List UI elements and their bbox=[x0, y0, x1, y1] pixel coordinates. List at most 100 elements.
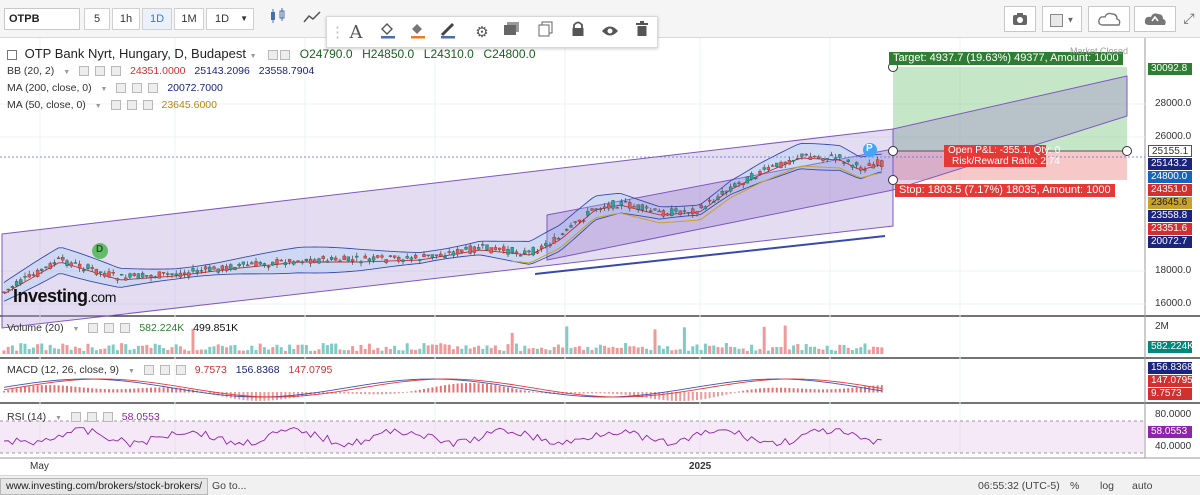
line-chart-icon[interactable] bbox=[298, 8, 326, 30]
visibility-icon[interactable] bbox=[95, 66, 106, 77]
copy-icon[interactable] bbox=[533, 21, 559, 45]
visibility-icon[interactable] bbox=[86, 412, 97, 423]
chevron-down-icon[interactable]: ▼ bbox=[127, 368, 135, 375]
log-toggle[interactable]: log bbox=[1100, 480, 1115, 492]
indicator-legend-bb[interactable]: BB (20, 2) ▼ 24351.0000 25143.2096 23558… bbox=[7, 65, 320, 77]
goto-button[interactable]: Go to... bbox=[212, 480, 247, 492]
auto-toggle[interactable]: auto bbox=[1132, 480, 1153, 492]
layers-icon[interactable] bbox=[499, 21, 525, 45]
chevron-down-icon[interactable]: ▼ bbox=[100, 86, 108, 93]
layout-select[interactable]: ▼ bbox=[1042, 6, 1082, 32]
candle bbox=[472, 246, 477, 253]
cloud-save-icon[interactable] bbox=[1088, 6, 1130, 32]
candle bbox=[124, 277, 128, 281]
rsi-legend[interactable]: RSI (14) ▼ 58.0553 bbox=[7, 411, 166, 423]
candle bbox=[392, 255, 397, 258]
volume-legend[interactable]: Volume (20) ▼ 582.224K 499.851K bbox=[7, 322, 244, 334]
interval-1h-button[interactable]: 1h bbox=[112, 8, 140, 30]
volume-bar bbox=[766, 350, 770, 354]
volume-bar bbox=[212, 346, 216, 354]
indicator-legend-ma50[interactable]: MA (50, close, 0) ▼ 23645.6000 bbox=[7, 99, 223, 111]
volume-bar bbox=[859, 347, 863, 354]
volume-bar bbox=[178, 346, 182, 354]
collapse-icon[interactable] bbox=[7, 49, 17, 60]
macd-histogram-bar bbox=[108, 389, 110, 393]
camera-icon[interactable] bbox=[1004, 6, 1036, 32]
cloud-upload-icon[interactable] bbox=[1134, 6, 1176, 32]
macd-histogram-bar bbox=[444, 385, 446, 393]
candle bbox=[346, 256, 351, 262]
position-handle bbox=[1122, 146, 1132, 156]
settings-icon[interactable] bbox=[116, 83, 127, 94]
chevron-down-icon[interactable]: ▼ bbox=[249, 53, 257, 60]
line-color-icon[interactable] bbox=[405, 21, 431, 45]
settings-icon[interactable] bbox=[79, 66, 90, 77]
percent-toggle[interactable]: % bbox=[1070, 480, 1080, 492]
interval-1m-button[interactable]: 1M bbox=[174, 8, 204, 30]
macd-histogram-bar bbox=[486, 384, 488, 393]
chevron-down-icon[interactable]: ▼ bbox=[94, 103, 102, 110]
candles-icon[interactable] bbox=[264, 8, 292, 30]
close-icon[interactable] bbox=[142, 100, 153, 111]
close-icon[interactable] bbox=[148, 83, 159, 94]
macd-histogram-bar bbox=[200, 391, 203, 393]
macd-histogram-bar bbox=[557, 392, 560, 395]
indicator-label: BB (20, 2) bbox=[7, 65, 55, 77]
fill-bucket-icon[interactable] bbox=[375, 21, 401, 45]
visibility-icon[interactable] bbox=[159, 365, 170, 376]
interval-1d-button[interactable]: 1D bbox=[142, 8, 172, 30]
lock-icon[interactable] bbox=[565, 21, 591, 45]
candle bbox=[573, 221, 577, 223]
close-icon[interactable] bbox=[120, 323, 131, 334]
symbol-input[interactable]: OTPB bbox=[4, 8, 80, 30]
interval-5-button[interactable]: 5 bbox=[84, 8, 110, 30]
candle bbox=[766, 167, 771, 170]
visibility-icon[interactable] bbox=[280, 49, 291, 60]
macd-histogram-bar bbox=[393, 392, 396, 394]
bollinger-upper-line bbox=[3, 142, 882, 283]
macd-histogram-bar bbox=[74, 386, 77, 393]
macd-legend[interactable]: MACD (12, 26, close, 9) ▼ 9.7573 156.836… bbox=[7, 364, 338, 376]
chevron-down-icon[interactable]: ▼ bbox=[72, 326, 80, 333]
volume-bar bbox=[653, 329, 657, 354]
volume-bar bbox=[313, 350, 317, 354]
fullscreen-icon[interactable]: ⤢ bbox=[1183, 10, 1195, 26]
settings-icon[interactable] bbox=[268, 49, 279, 60]
time-label: May bbox=[30, 461, 49, 472]
settings-icon[interactable] bbox=[143, 365, 154, 376]
trash-icon[interactable] bbox=[629, 21, 655, 45]
candle bbox=[52, 262, 57, 265]
macd-histogram-bar bbox=[750, 389, 753, 393]
interval-dropdown[interactable]: 1D ▼ bbox=[206, 8, 254, 30]
gear-icon[interactable]: ⚙ bbox=[475, 24, 489, 41]
macd-histogram-bar bbox=[666, 392, 669, 401]
settings-icon[interactable] bbox=[110, 100, 121, 111]
volume-bar bbox=[384, 346, 388, 354]
drag-handle-icon[interactable]: ⋮ bbox=[330, 24, 345, 41]
macd-histogram-bar bbox=[624, 392, 627, 395]
settings-icon[interactable] bbox=[70, 412, 81, 423]
volume-bar bbox=[380, 350, 384, 354]
chevron-down-icon[interactable]: ▼ bbox=[55, 415, 62, 422]
indicator-legend-ma200[interactable]: MA (200, close, 0) ▼ 20072.7000 bbox=[7, 82, 229, 94]
candle bbox=[485, 244, 489, 251]
candle bbox=[338, 260, 342, 262]
candle bbox=[586, 211, 590, 216]
macd-histogram-bar bbox=[834, 389, 837, 393]
close-icon[interactable] bbox=[102, 412, 113, 423]
text-icon[interactable]: A bbox=[349, 22, 363, 43]
volume-bar bbox=[422, 343, 426, 354]
close-icon[interactable] bbox=[111, 66, 122, 77]
candle bbox=[854, 162, 859, 166]
close-icon[interactable] bbox=[175, 365, 186, 376]
settings-icon[interactable] bbox=[88, 323, 99, 334]
candle bbox=[397, 257, 401, 262]
chart-area[interactable]: D P OTP Bank Nyrt, Hungary, D, Budapest … bbox=[0, 38, 1200, 475]
visibility-icon[interactable] bbox=[104, 323, 115, 334]
candle bbox=[825, 158, 829, 161]
pencil-icon[interactable] bbox=[435, 21, 461, 45]
visibility-icon[interactable] bbox=[132, 83, 143, 94]
visibility-icon[interactable] bbox=[126, 100, 137, 111]
chevron-down-icon[interactable]: ▼ bbox=[63, 69, 71, 76]
eye-icon[interactable] bbox=[597, 21, 623, 45]
